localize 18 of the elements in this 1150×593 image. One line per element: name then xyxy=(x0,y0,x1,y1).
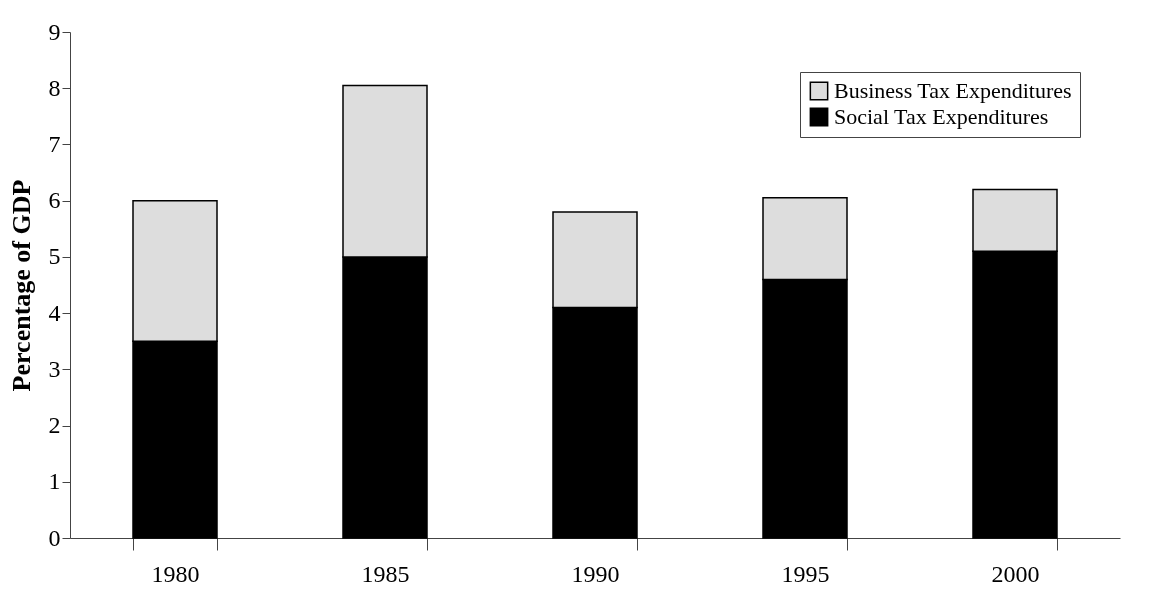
y-tick-label: 2 xyxy=(48,412,61,439)
y-tick-label: 1 xyxy=(48,468,61,495)
y-tick-label: 9 xyxy=(48,18,61,45)
x-tick-label: 1990 xyxy=(571,560,620,587)
y-tick-label: 4 xyxy=(48,299,61,326)
y-tick-label: 5 xyxy=(48,243,61,270)
y-tick-label: 6 xyxy=(48,187,61,214)
legend-label: Business Tax Expenditures xyxy=(834,78,1072,103)
y-tick-label: 3 xyxy=(48,355,61,382)
y-tick-label: 8 xyxy=(48,74,61,101)
x-tick-label: 1995 xyxy=(781,560,830,587)
y-axis-title: Percentage of GDP xyxy=(6,179,36,392)
y-tick-label: 7 xyxy=(48,130,61,157)
x-tick-label: 2000 xyxy=(991,560,1040,587)
y-tick-label: 0 xyxy=(48,524,61,551)
legend-label: Social Tax Expenditures xyxy=(834,104,1049,129)
x-tick-label: 1980 xyxy=(151,560,200,587)
x-tick-label: 1985 xyxy=(361,560,410,587)
